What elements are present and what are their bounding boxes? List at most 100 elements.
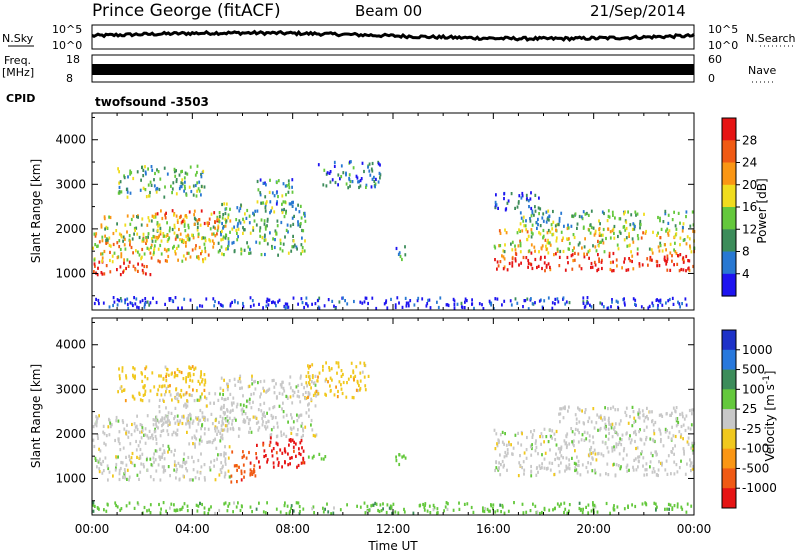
power-cell xyxy=(624,228,627,232)
power-cell xyxy=(231,241,234,245)
power-cell xyxy=(93,262,96,266)
velocity-cell xyxy=(452,508,455,512)
power-cell xyxy=(195,244,197,248)
velocity-cell xyxy=(607,437,610,441)
velocity-cell xyxy=(497,467,500,471)
power-cell xyxy=(352,166,355,170)
power-cell xyxy=(238,209,241,213)
power-cell xyxy=(271,191,274,195)
velocity-cell xyxy=(127,435,130,439)
power-cell xyxy=(520,216,523,220)
velocity-cell xyxy=(239,380,242,384)
power-cell xyxy=(661,249,664,253)
power-cell xyxy=(621,266,623,270)
velocity-cell xyxy=(675,417,678,421)
power-cell xyxy=(108,215,110,219)
power-cell xyxy=(329,180,332,184)
power-cell xyxy=(349,184,351,188)
power-cell xyxy=(105,238,107,242)
power-cell xyxy=(650,248,653,252)
power-cell xyxy=(256,209,259,213)
power-cell xyxy=(173,223,176,227)
velocity-cell xyxy=(141,399,144,403)
power-cell xyxy=(632,222,635,226)
power-cell xyxy=(277,253,279,257)
power-cell xyxy=(282,242,285,246)
velocity-cell xyxy=(250,392,253,397)
power-cell xyxy=(600,260,603,264)
power-cell xyxy=(272,300,274,304)
velocity-cell xyxy=(652,423,655,427)
velocity-cell xyxy=(521,502,524,506)
velocity-cell xyxy=(601,440,604,444)
velocity-cell xyxy=(257,420,260,424)
velocity-cell xyxy=(525,456,528,460)
velocity-cell xyxy=(666,429,668,433)
velocity-cell xyxy=(158,398,161,402)
velocity-cell xyxy=(278,391,281,395)
power-cell xyxy=(639,226,641,230)
power-cell xyxy=(98,240,101,244)
velocity-cell xyxy=(608,416,610,420)
velocity-cell xyxy=(174,373,177,377)
velocity-cell xyxy=(292,426,295,430)
nave-tick-top: 60 xyxy=(708,53,722,66)
power-cell xyxy=(545,263,548,268)
velocity-cell xyxy=(117,439,120,443)
velocity-cell xyxy=(102,459,104,464)
velocity-cell xyxy=(155,437,158,441)
velocity-cell xyxy=(645,468,648,472)
power-cell xyxy=(573,235,576,240)
velocity-cell xyxy=(245,456,248,460)
velocity-cell xyxy=(222,392,224,397)
power-cell xyxy=(98,260,101,264)
velocity-cell xyxy=(296,413,298,417)
velocity-cell xyxy=(164,365,167,369)
velocity-cell xyxy=(325,361,327,365)
velocity-cell xyxy=(517,431,519,435)
velocity-cell xyxy=(622,449,625,453)
velocity-cell xyxy=(197,416,200,420)
velocity-cell xyxy=(201,423,204,427)
velocity-cell xyxy=(185,467,187,471)
power-cell xyxy=(447,303,450,308)
power-cell xyxy=(613,224,616,229)
velocity-cell xyxy=(203,476,206,480)
freq-unit: [MHz] xyxy=(2,66,34,79)
velocity-cell xyxy=(642,414,645,418)
power-cell xyxy=(571,249,574,253)
power-cell xyxy=(592,244,594,248)
velocity-cell xyxy=(604,406,606,410)
power-cell xyxy=(129,172,131,176)
power-cell xyxy=(634,210,637,214)
velocity-cell xyxy=(188,420,191,425)
velocity-cell xyxy=(536,510,539,514)
velocity-cell xyxy=(443,509,445,513)
velocity-cell xyxy=(541,462,543,466)
velocity-cell xyxy=(146,414,149,418)
power-cell xyxy=(409,299,412,303)
velocity-cell xyxy=(337,389,339,394)
power-cell xyxy=(282,200,285,204)
power-cell xyxy=(642,231,644,235)
power-cell xyxy=(299,222,302,226)
velocity-cell xyxy=(611,422,614,426)
power-cell xyxy=(102,301,105,305)
velocity-cell xyxy=(185,460,188,464)
velocity-cell xyxy=(690,408,693,412)
velocity-cell xyxy=(160,374,162,378)
velocity-cell xyxy=(529,509,532,513)
velocity-cell xyxy=(225,419,227,423)
velocity-cell xyxy=(115,466,117,470)
power-cell xyxy=(151,214,154,218)
velocity-cell xyxy=(158,502,160,507)
power-cell xyxy=(205,297,208,301)
velocity-cell xyxy=(272,415,275,419)
power-cell xyxy=(252,228,255,232)
power-cell xyxy=(568,241,571,246)
power-cell xyxy=(577,243,580,247)
velocity-cell xyxy=(691,412,693,416)
velocity-cell xyxy=(119,466,122,471)
power-cell xyxy=(290,249,293,253)
velocity-cell xyxy=(125,455,127,459)
